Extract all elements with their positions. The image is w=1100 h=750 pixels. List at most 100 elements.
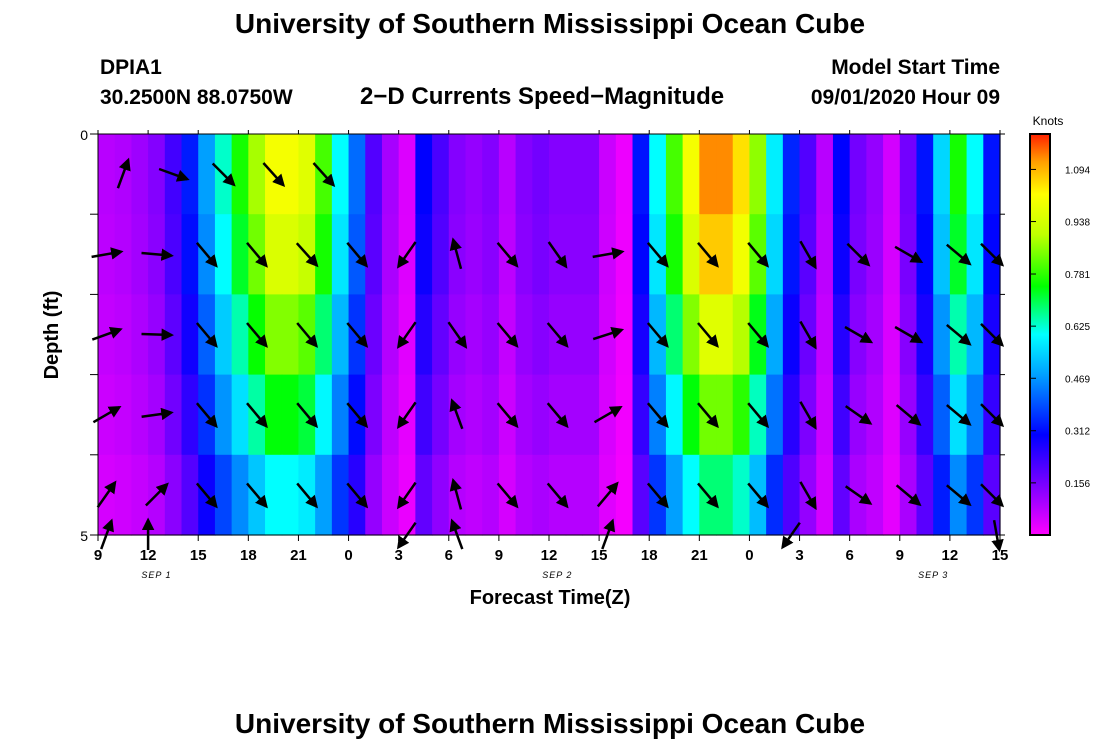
colorbar-tick-label: 0.781 bbox=[1065, 270, 1090, 281]
colorbar-unit: Knots bbox=[1033, 114, 1064, 128]
current-vector-arrow bbox=[195, 241, 218, 268]
heatmap-cell bbox=[832, 134, 851, 215]
heatmap-cell bbox=[281, 374, 300, 456]
current-vector-arrow bbox=[846, 242, 871, 267]
heatmap-cell bbox=[916, 454, 934, 536]
heatmap-cell bbox=[782, 214, 801, 295]
heatmap-cell bbox=[983, 134, 1001, 215]
current-vector-arrow bbox=[980, 403, 1005, 428]
heatmap-cell bbox=[432, 294, 450, 376]
heatmap-cell bbox=[966, 294, 984, 376]
heatmap-cell bbox=[933, 454, 951, 536]
heatmap-cell bbox=[933, 214, 951, 295]
heatmap-cell bbox=[415, 374, 433, 456]
current-vector-arrow bbox=[747, 241, 770, 268]
heatmap-cell bbox=[933, 134, 951, 215]
heatmap-cell bbox=[214, 294, 233, 376]
heatmap-cell bbox=[465, 294, 483, 376]
heatmap-cell bbox=[866, 294, 884, 376]
heatmap-cell bbox=[966, 454, 984, 536]
current-vector-arrow bbox=[141, 407, 174, 421]
current-vectors bbox=[91, 157, 1005, 553]
heatmap-cell bbox=[164, 454, 183, 536]
heatmap-cell bbox=[315, 454, 333, 536]
heatmap-cell bbox=[231, 134, 249, 215]
heatmap-cell bbox=[665, 454, 684, 536]
current-vector-arrow bbox=[312, 162, 336, 188]
heatmap-cell bbox=[164, 374, 183, 456]
heatmap-chart: 9 12 15 18 21 0 3 6 9 12 15 18 21 0 3 6 9 12 15 0 5 SEP 1 SEP … bbox=[41, 114, 1090, 609]
heatmap-cell bbox=[198, 134, 216, 215]
heatmap-cell bbox=[582, 294, 600, 376]
current-vector-arrow bbox=[145, 482, 169, 507]
y-axis-label: Depth (ft) bbox=[41, 291, 63, 380]
heatmap-cell bbox=[966, 374, 984, 456]
heatmap-cell bbox=[231, 374, 249, 456]
current-vector-arrow bbox=[980, 323, 1005, 347]
heatmap-cell bbox=[615, 214, 634, 295]
heatmap-cell bbox=[716, 214, 734, 295]
heatmap-cell bbox=[665, 214, 684, 295]
current-vector-arrow bbox=[296, 402, 319, 429]
heatmap-cell bbox=[214, 214, 233, 295]
x-tick-label: 21 bbox=[691, 547, 708, 564]
heatmap-cell bbox=[615, 134, 634, 215]
current-vector-arrow bbox=[747, 402, 770, 429]
current-vector-arrow bbox=[91, 247, 124, 260]
heatmap-cell bbox=[916, 214, 934, 295]
current-vector-arrow bbox=[211, 162, 236, 187]
heatmap-cell bbox=[482, 214, 500, 295]
heatmap-cell bbox=[415, 134, 433, 215]
heatmap-cell bbox=[682, 374, 700, 456]
heatmap-cell bbox=[131, 134, 149, 215]
x-axis-label: Forecast Time(Z) bbox=[470, 587, 631, 609]
heatmap-cell bbox=[866, 454, 884, 536]
heatmap-cell bbox=[883, 214, 901, 295]
heatmap-cell bbox=[231, 454, 249, 536]
current-vector-arrow bbox=[596, 481, 619, 508]
heatmap-cell bbox=[966, 134, 984, 215]
heatmap-cell bbox=[365, 294, 383, 376]
current-vector-arrow bbox=[246, 482, 268, 509]
heatmap-cell bbox=[883, 454, 901, 536]
current-vector-arrow bbox=[496, 482, 519, 509]
current-vector-arrow bbox=[747, 322, 770, 348]
heatmap-cell bbox=[265, 374, 283, 456]
current-vector-arrow bbox=[96, 480, 117, 508]
current-vector-arrow bbox=[116, 157, 131, 189]
current-vector-arrow bbox=[894, 325, 924, 344]
x-tick-label: 15 bbox=[190, 547, 207, 564]
heatmap-cell bbox=[281, 454, 300, 536]
current-vector-arrow bbox=[546, 482, 569, 509]
heatmap-cell bbox=[148, 134, 166, 215]
heatmap-cell bbox=[248, 134, 266, 215]
heatmap-cell bbox=[181, 454, 199, 536]
heatmap-cell bbox=[281, 214, 300, 295]
heatmap-cell bbox=[933, 374, 951, 456]
heatmap-cell bbox=[265, 294, 283, 376]
current-vector-arrow bbox=[844, 485, 873, 505]
current-vector-arrow bbox=[844, 405, 873, 425]
axes: 9 12 15 18 21 0 3 6 9 12 15 18 21 0 3 6 9 12 15 0 5 SEP 1 SEP … bbox=[80, 127, 1008, 580]
heatmap-cell bbox=[582, 134, 600, 215]
heatmap-cell bbox=[682, 134, 700, 215]
current-vector-arrow bbox=[496, 241, 519, 268]
current-vector-arrow bbox=[592, 247, 625, 260]
heatmap-cell bbox=[665, 134, 684, 215]
heatmap-cell bbox=[749, 134, 767, 215]
heatmap-cell bbox=[381, 294, 400, 376]
heatmap-cell bbox=[883, 134, 901, 215]
current-vector-arrow bbox=[346, 241, 369, 268]
model-start-value: 09/01/2020 Hour 09 bbox=[810, 86, 1000, 109]
current-vector-arrow bbox=[844, 325, 874, 344]
heatmap-cell bbox=[365, 134, 383, 215]
heatmap-cell bbox=[883, 374, 901, 456]
heatmap-cell bbox=[582, 374, 600, 456]
current-vector-arrow bbox=[593, 405, 623, 424]
heatmap-cell bbox=[98, 134, 116, 215]
heatmap-cell bbox=[866, 134, 884, 215]
heatmap-cell bbox=[348, 134, 366, 215]
x-tick-label: 6 bbox=[445, 547, 453, 564]
heatmap-cell bbox=[716, 454, 734, 536]
heatmap-cell bbox=[281, 134, 300, 215]
